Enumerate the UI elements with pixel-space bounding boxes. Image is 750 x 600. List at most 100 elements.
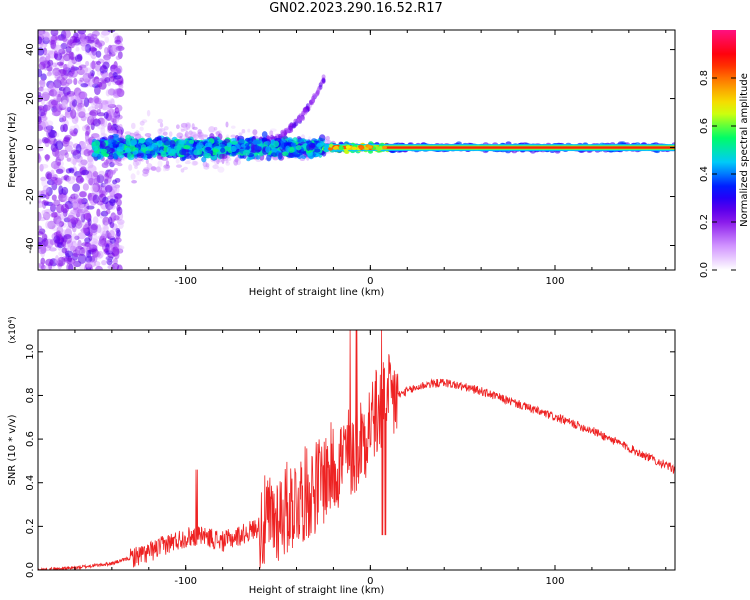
heatmap-cell (86, 205, 95, 210)
heatmap-cell (38, 80, 45, 85)
heatmap-cell (38, 142, 42, 148)
heatmap-cell (90, 223, 99, 231)
heatmap-cell (198, 134, 202, 140)
heatmap-cell (80, 227, 89, 233)
heatmap-cell (63, 53, 71, 62)
heatmap-cell (142, 168, 150, 174)
heatmap-cell (72, 158, 77, 166)
heatmap-cell (107, 103, 117, 109)
heatmap-cell (113, 117, 120, 124)
heatmap-cell (84, 237, 91, 244)
heatmap-cell (62, 195, 70, 201)
heatmap-cell (301, 155, 307, 159)
heatmap-cell (150, 166, 158, 171)
heatmap-cell (79, 191, 87, 198)
heatmap-cell (217, 158, 223, 163)
heatmap-cell (43, 31, 51, 42)
heatmap-cell (87, 178, 96, 186)
heatmap-cell (39, 164, 44, 172)
heatmap-cell (292, 137, 298, 143)
heatmap-cell (104, 100, 113, 108)
heatmap-cell (108, 152, 114, 157)
heatmap-cell (117, 163, 123, 167)
heatmap-cell (38, 196, 42, 204)
heatmap-cell (110, 170, 116, 176)
heatmap-cell (265, 146, 271, 153)
heatmap-cell (39, 163, 49, 169)
heatmap-cell (118, 129, 122, 136)
heatmap-cell (162, 167, 167, 172)
snr-ytick-label: 0.2 (25, 518, 36, 534)
heatmap-cell (87, 192, 93, 202)
heatmap-cell (157, 118, 164, 124)
heatmap-cell (95, 265, 103, 270)
heatmap-cell (57, 256, 66, 267)
heatmap-cell (95, 103, 104, 109)
heatmap-cell (76, 198, 86, 203)
heatmap-cell (77, 253, 87, 264)
heatmap-cell (56, 93, 62, 103)
heatmap-cell (73, 36, 81, 43)
heatmap-cell (156, 140, 163, 148)
heatmap-ytick-label: -20 (25, 188, 36, 204)
heatmap-cell (339, 146, 344, 150)
heatmap-cell (116, 116, 120, 121)
heatmap-cell (41, 200, 50, 205)
heatmap-cell (139, 126, 144, 131)
colorbar-label: Normalized spectral amplitude (739, 73, 750, 227)
heatmap-cell (52, 98, 58, 109)
heatmap-cell (88, 115, 94, 120)
heatmap-cell (114, 88, 124, 95)
heatmap-cell (53, 235, 61, 244)
heatmap-cell (38, 43, 48, 48)
heatmap-cell (103, 111, 109, 119)
heatmap-cell (221, 153, 228, 159)
heatmap-cell (84, 242, 92, 248)
heatmap-cell (55, 168, 64, 174)
heatmap-cell (110, 45, 119, 55)
heatmap-cell (50, 30, 59, 37)
heatmap-xtick-label: 100 (545, 276, 564, 287)
heatmap-cell (53, 44, 63, 55)
heatmap-cell (179, 136, 183, 140)
heatmap-cell (254, 144, 260, 151)
heatmap-cell (38, 146, 44, 152)
heatmap-cell (74, 235, 80, 241)
heatmap-ylabel: Frequency (Hz) (7, 112, 18, 188)
heatmap-cell (180, 126, 185, 131)
heatmap-cell (288, 125, 293, 131)
heatmap-cell (107, 138, 114, 144)
heatmap-cell (107, 257, 113, 263)
heatmap-cell (54, 255, 60, 265)
heatmap-cell (96, 112, 106, 117)
heatmap-cell (156, 166, 161, 173)
heatmap-cell (163, 126, 169, 131)
heatmap-cell (78, 162, 87, 168)
heatmap-cell (92, 251, 101, 258)
heatmap-cell (60, 81, 70, 87)
heatmap-cell (102, 61, 110, 70)
heatmap-cell (290, 142, 297, 147)
heatmap-cell (40, 245, 47, 254)
heatmap-cell (89, 61, 97, 70)
heatmap-cell (203, 165, 210, 170)
heatmap-cell (183, 166, 188, 171)
heatmap-cell (42, 36, 50, 45)
heatmap-cell (98, 102, 103, 110)
heatmap-cell (333, 145, 339, 150)
heatmap-cell (95, 50, 102, 58)
heatmap-cell (63, 106, 71, 111)
heatmap-cell (109, 148, 116, 153)
heatmap-cell (345, 145, 351, 149)
colorbar-gradient (712, 30, 736, 270)
heatmap-cell (238, 138, 245, 146)
heatmap-cell (145, 159, 149, 164)
heatmap-cell (133, 131, 139, 136)
heatmap-cell (95, 60, 102, 66)
heatmap-cell (102, 216, 110, 226)
heatmap-cell (58, 104, 66, 111)
heatmap-cell (38, 152, 41, 160)
heatmap-cell (136, 152, 144, 158)
heatmap-cell (124, 131, 132, 136)
